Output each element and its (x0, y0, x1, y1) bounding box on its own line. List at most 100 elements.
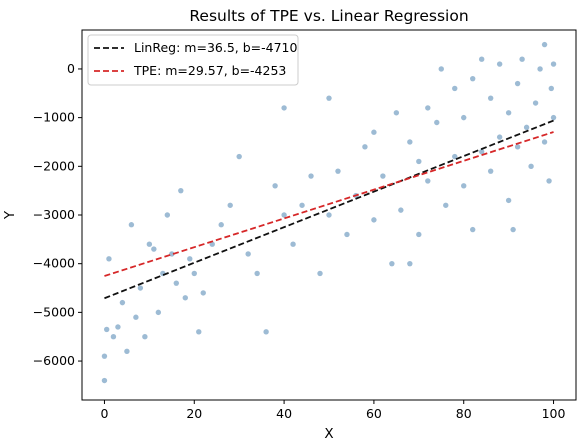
legend-tpe-label: TPE: m=29.57, b=-4253 (133, 63, 286, 78)
data-point (200, 290, 206, 296)
data-point (546, 178, 552, 184)
x-tick-label: 0 (100, 406, 108, 421)
data-point (478, 56, 485, 62)
data-point (326, 212, 332, 218)
data-point (461, 183, 467, 189)
data-point (164, 212, 171, 218)
data-point (196, 329, 202, 335)
data-point (245, 251, 251, 257)
data-point (299, 202, 305, 208)
data-point (187, 256, 193, 262)
data-point (528, 163, 534, 170)
scatter-points (101, 41, 557, 384)
data-point (209, 241, 215, 247)
data-point (101, 377, 108, 384)
data-point (173, 280, 180, 286)
data-point (371, 217, 377, 223)
data-point (104, 326, 110, 333)
data-point (416, 158, 422, 165)
data-point (425, 105, 431, 111)
data-point (541, 41, 548, 48)
linreg-line (104, 119, 554, 300)
data-point (191, 270, 197, 277)
y-axis-label: Y (2, 210, 18, 220)
data-point (142, 334, 148, 340)
data-point (308, 173, 314, 179)
data-point (519, 56, 525, 62)
data-point (133, 314, 139, 320)
y-tick-label: −2000 (33, 158, 75, 173)
data-point (263, 329, 269, 335)
data-point (146, 241, 153, 247)
data-point (548, 85, 554, 92)
legend-linreg-label: LinReg: m=36.5, b=-4710 (134, 40, 297, 55)
data-point (541, 139, 548, 145)
data-point (281, 212, 287, 218)
y-tick-label: −1000 (33, 110, 75, 125)
data-point (115, 324, 121, 330)
data-point (218, 222, 224, 228)
y-tick-label: −5000 (33, 304, 75, 319)
data-point (443, 202, 449, 208)
data-point (496, 134, 503, 140)
data-point (371, 129, 377, 135)
data-point (178, 187, 184, 194)
data-point (478, 149, 485, 155)
data-point (182, 295, 188, 301)
regression-lines (104, 119, 554, 300)
data-point (505, 110, 512, 116)
data-point (452, 85, 458, 92)
data-point (532, 100, 539, 106)
legend-box (87, 34, 299, 86)
x-tick-label: 80 (456, 406, 472, 421)
data-point (496, 61, 503, 67)
data-point (514, 144, 521, 150)
data-point (523, 124, 530, 131)
data-point (487, 168, 494, 174)
data-point (407, 139, 413, 145)
data-point (550, 114, 557, 121)
data-point (124, 348, 130, 355)
data-point (326, 95, 332, 101)
data-point (106, 256, 112, 262)
data-point (510, 226, 516, 233)
data-point (344, 231, 350, 238)
data-point (425, 178, 431, 184)
data-point (151, 246, 157, 252)
data-point (155, 309, 162, 316)
data-point (272, 183, 278, 189)
data-point (505, 197, 512, 204)
data-point (254, 270, 260, 277)
data-point (227, 202, 233, 208)
y-tick-label: 0 (67, 61, 75, 76)
x-tick-label: 20 (186, 406, 202, 421)
y-tick-label: −4000 (33, 256, 75, 271)
data-point (317, 270, 323, 277)
data-point (362, 144, 368, 150)
y-tick-label: −3000 (33, 207, 75, 222)
data-point (487, 95, 494, 101)
chart-title: Results of TPE vs. Linear Regression (189, 7, 468, 25)
data-point (290, 241, 296, 247)
data-point (434, 119, 440, 126)
data-point (335, 168, 341, 174)
x-tick-label: 100 (542, 406, 566, 421)
data-point (470, 75, 476, 82)
legend: LinReg: m=36.5, b=-4710 TPE: m=29.57, b=… (87, 34, 299, 86)
data-point (416, 231, 422, 238)
data-point (101, 353, 108, 359)
data-point (537, 66, 543, 72)
x-axis-label: X (324, 426, 333, 442)
data-point (461, 114, 467, 121)
x-tick-label: 40 (276, 406, 292, 421)
data-point (452, 153, 458, 160)
data-point (393, 110, 400, 116)
x-axis: 0 20 40 60 80 100 (100, 400, 566, 421)
y-axis: −6000 −5000 −4000 −3000 −2000 −1000 0 (33, 61, 82, 368)
data-point (550, 61, 557, 67)
data-point (389, 260, 395, 267)
data-point (514, 80, 521, 87)
data-point (110, 334, 117, 340)
data-point (128, 222, 135, 228)
